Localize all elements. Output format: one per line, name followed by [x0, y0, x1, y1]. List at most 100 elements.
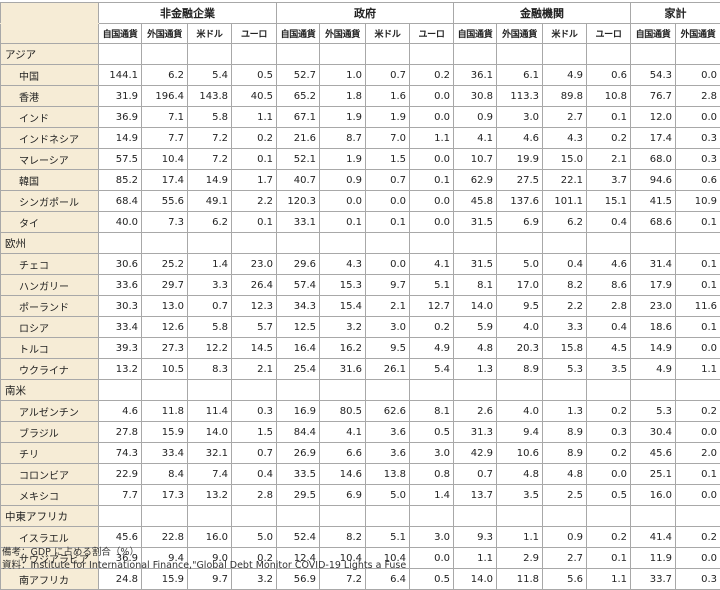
note-remark: 備考：GDP に占める割合（%）: [2, 546, 406, 559]
value-cell: 8.6: [587, 275, 631, 296]
value-cell: 0.0: [676, 422, 720, 443]
value-cell: 40.0: [99, 212, 142, 233]
value-cell: 6.2: [188, 212, 232, 233]
value-cell: 54.3: [631, 65, 676, 86]
column-header: ユーロ: [232, 24, 277, 44]
value-cell: 143.8: [188, 86, 232, 107]
value-cell: 15.3: [320, 275, 366, 296]
value-cell: 7.7: [99, 485, 142, 506]
region-empty-cell: [188, 506, 232, 527]
value-cell: 0.5: [410, 569, 454, 590]
value-cell: 31.9: [99, 86, 142, 107]
value-cell: 0.2: [410, 317, 454, 338]
value-cell: 0.2: [587, 401, 631, 422]
value-cell: 17.4: [142, 170, 188, 191]
region-empty-cell: [188, 233, 232, 254]
value-cell: 0.0: [410, 107, 454, 128]
region-empty-cell: [543, 380, 587, 401]
region-label: 中東アフリカ: [1, 506, 99, 527]
country-label: トルコ: [1, 338, 99, 359]
value-cell: 4.6: [99, 401, 142, 422]
region-empty-cell: [410, 44, 454, 65]
value-cell: 8.3: [188, 359, 232, 380]
value-cell: 7.7: [142, 128, 188, 149]
value-cell: 0.0: [587, 464, 631, 485]
value-cell: 0.2: [587, 527, 631, 548]
value-cell: 33.7: [631, 569, 676, 590]
country-label: ブラジル: [1, 422, 99, 443]
value-cell: 10.4: [142, 149, 188, 170]
value-cell: 26.4: [232, 275, 277, 296]
value-cell: 33.1: [277, 212, 320, 233]
region-label: 欧州: [1, 233, 99, 254]
value-cell: 7.0: [366, 128, 410, 149]
value-cell: 3.2: [320, 317, 366, 338]
value-cell: 5.8: [188, 107, 232, 128]
region-empty-cell: [232, 380, 277, 401]
region-empty-cell: [142, 506, 188, 527]
value-cell: 8.2: [543, 275, 587, 296]
value-cell: 4.5: [587, 338, 631, 359]
value-cell: 68.4: [99, 191, 142, 212]
value-cell: 26.1: [366, 359, 410, 380]
value-cell: 67.1: [277, 107, 320, 128]
region-empty-cell: [142, 44, 188, 65]
country-label: ハンガリー: [1, 275, 99, 296]
region-empty-cell: [631, 44, 676, 65]
value-cell: 2.8: [676, 86, 720, 107]
column-header: 外国通貨: [497, 24, 543, 44]
value-cell: 2.5: [543, 485, 587, 506]
value-cell: 4.6: [587, 254, 631, 275]
region-empty-cell: [497, 44, 543, 65]
region-empty-cell: [497, 233, 543, 254]
region-label: アジア: [1, 44, 99, 65]
value-cell: 1.6: [366, 86, 410, 107]
value-cell: 14.9: [188, 170, 232, 191]
value-cell: 137.6: [497, 191, 543, 212]
value-cell: 3.6: [366, 443, 410, 464]
value-cell: 0.1: [232, 212, 277, 233]
value-cell: 30.8: [454, 86, 497, 107]
region-empty-cell: [99, 506, 142, 527]
region-empty-cell: [99, 380, 142, 401]
value-cell: 12.6: [142, 317, 188, 338]
corner-cell: [1, 3, 99, 24]
value-cell: 14.5: [232, 338, 277, 359]
value-cell: 0.7: [366, 65, 410, 86]
value-cell: 15.0: [543, 149, 587, 170]
value-cell: 1.5: [232, 422, 277, 443]
country-label: 香港: [1, 86, 99, 107]
value-cell: 11.9: [631, 548, 676, 569]
value-cell: 32.1: [188, 443, 232, 464]
group-header-nonfinancial: 非金融企業: [99, 3, 277, 24]
value-cell: 6.6: [320, 443, 366, 464]
value-cell: 9.4: [497, 422, 543, 443]
value-cell: 0.3: [676, 149, 720, 170]
country-label: イスラエル: [1, 527, 99, 548]
value-cell: 16.0: [188, 527, 232, 548]
value-cell: 0.6: [676, 170, 720, 191]
value-cell: 39.3: [99, 338, 142, 359]
value-cell: 36.9: [99, 107, 142, 128]
value-cell: 52.4: [277, 527, 320, 548]
value-cell: 19.9: [497, 149, 543, 170]
value-cell: 1.4: [188, 254, 232, 275]
value-cell: 2.0: [676, 443, 720, 464]
value-cell: 76.7: [631, 86, 676, 107]
column-header: 米ドル: [366, 24, 410, 44]
value-cell: 4.9: [631, 359, 676, 380]
value-cell: 0.1: [676, 317, 720, 338]
value-cell: 144.1: [99, 65, 142, 86]
value-cell: 0.1: [676, 464, 720, 485]
value-cell: 30.3: [99, 296, 142, 317]
value-cell: 4.6: [497, 128, 543, 149]
value-cell: 29.7: [142, 275, 188, 296]
column-header: 外国通貨: [676, 24, 720, 44]
value-cell: 0.4: [587, 317, 631, 338]
value-cell: 2.6: [454, 401, 497, 422]
value-cell: 45.6: [631, 443, 676, 464]
region-empty-cell: [277, 380, 320, 401]
